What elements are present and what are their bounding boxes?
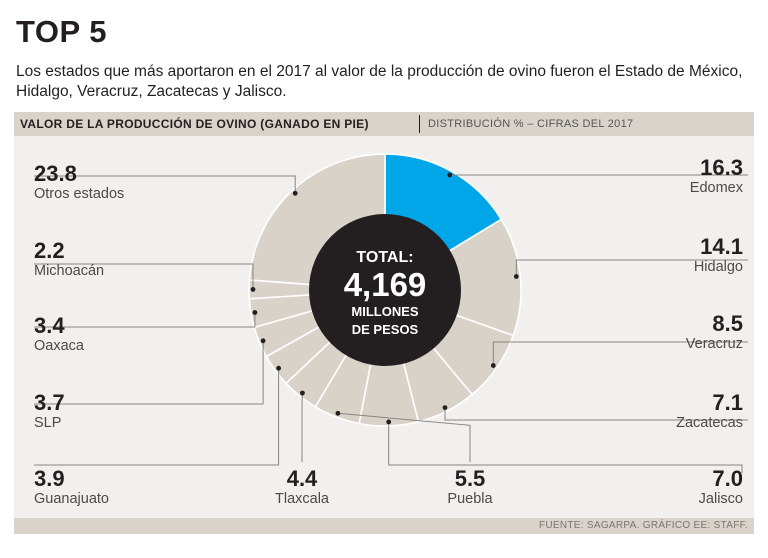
leader-veracruz [492,341,748,366]
leader-zacatecas [444,407,748,421]
value-edomex: 16.3 [700,155,743,180]
chart-subtitle: DISTRIBUCIÓN % – CIFRAS DEL 2017 [428,118,634,130]
leader-dot-zacatecas [442,405,448,410]
label-veracruz: Veracruz [686,336,743,352]
page-title: TOP 5 [16,14,107,49]
value-puebla: 5.5 [455,466,486,491]
leader-jalisco [388,421,743,473]
footer-bar: FUENTE: SAGARPA. GRÁFICO EE: STAFF. [14,518,754,534]
label-hidalgo: Hidalgo [694,259,743,275]
label-edomex: Edomex [690,180,744,196]
header-divider [419,115,420,133]
leader-otros-estados [34,175,296,194]
value-tlaxcala: 4.4 [287,466,318,491]
value-hidalgo: 14.1 [700,234,743,259]
label-puebla: Puebla [447,491,493,507]
value-michoacan: 2.2 [34,238,65,263]
leader-dot-slp [260,338,266,344]
total-label: TOTAL: [356,249,413,266]
value-otros-estados: 23.8 [34,161,77,186]
label-tlaxcala: Tlaxcala [275,491,330,507]
chart-header-bar: VALOR DE LA PRODUCCIÓN DE OVINO (GANADO … [14,112,754,136]
leader-dot-tlaxcala [300,390,305,396]
leader-dot-edomex [447,172,453,178]
label-zacatecas: Zacatecas [676,415,743,431]
chart-title: VALOR DE LA PRODUCCIÓN DE OVINO (GANADO … [20,117,369,131]
value-veracruz: 8.5 [712,311,743,336]
leader-dot-guanajuato [276,365,281,371]
center-disc [309,214,461,366]
label-slp: SLP [34,415,61,431]
value-jalisco: 7.0 [712,466,743,491]
label-michoacan: Michoacán [34,263,104,279]
value-zacatecas: 7.1 [712,390,743,415]
label-jalisco: Jalisco [699,491,743,507]
leader-dot-oaxaca [252,310,258,315]
total-unit-line2: DE PESOS [352,322,419,337]
total-unit-line1: MILLONES [351,304,418,319]
label-oaxaca: Oaxaca [34,338,85,354]
label-guanajuato: Guanajuato [34,491,109,507]
leader-slp [34,340,264,405]
leader-oaxaca [34,312,256,328]
label-otros-estados: Otros estados [34,186,124,202]
leader-dot-michoacan [250,287,256,292]
leader-dot-otros-estados [292,190,298,196]
leader-dot-hidalgo [513,274,519,279]
value-guanajuato: 3.9 [34,466,65,491]
value-oaxaca: 3.4 [34,313,65,338]
leader-michoacan [34,263,254,290]
source-note: FUENTE: SAGARPA. GRÁFICO EE: STAFF. [538,520,748,531]
page-subtitle: Los estados que más aportaron en el 2017… [16,63,743,100]
total-value: 4,169 [344,266,427,303]
leader-lines [34,172,748,473]
leader-dot-puebla [335,410,341,416]
leader-hidalgo [515,259,748,277]
leader-puebla [337,412,471,462]
leader-dot-veracruz [490,363,496,368]
leader-guanajuato [34,368,280,466]
value-slp: 3.7 [34,390,65,415]
leader-dot-jalisco [386,419,392,425]
